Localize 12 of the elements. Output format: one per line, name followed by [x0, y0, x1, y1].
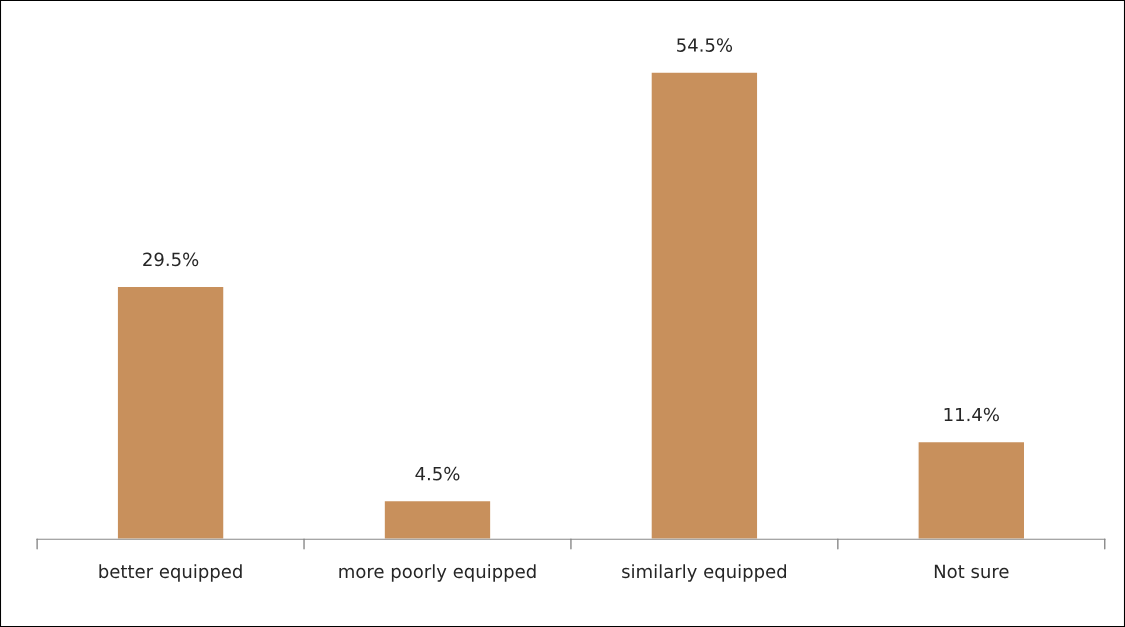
x-tick-label: similarly equipped [622, 564, 786, 582]
x-tick-label: more poorly equipped [339, 564, 536, 582]
bar [116, 285, 225, 540]
data-label: 11.4% [944, 407, 999, 422]
bar [917, 440, 1026, 540]
x-tick-label: Not sure [934, 564, 1009, 579]
data-label: 29.5% [143, 252, 199, 267]
bar [650, 71, 759, 540]
data-label: 54.5% [677, 38, 733, 52]
bar [383, 499, 492, 540]
data-label: 4.5% [415, 466, 460, 481]
x-tick-label: better equipped [99, 564, 242, 582]
